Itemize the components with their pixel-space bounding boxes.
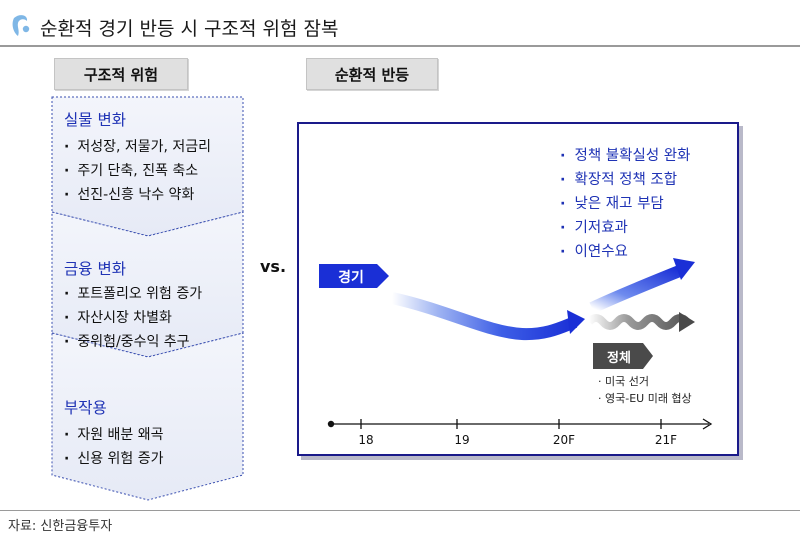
list-item: 신용 위험 증가	[64, 448, 163, 468]
note-us-election: · 미국 선거	[598, 375, 649, 388]
source-note: 자료: 신한금융투자	[8, 519, 113, 534]
list-item: 주기 단축, 진폭 축소	[64, 160, 198, 180]
economy-cycle-diagram	[319, 258, 713, 430]
timeline-tick-label: 20F	[552, 433, 576, 447]
timeline-tick-label: 18	[358, 433, 374, 447]
versus-label: vs.	[260, 257, 287, 276]
timeline-arrowhead	[702, 418, 713, 430]
stagnation-arrowhead	[679, 312, 695, 332]
list-item: 저성장, 저물가, 저금리	[64, 136, 211, 156]
section-title-real-economy: 실물 변화	[64, 111, 126, 129]
economy-dip-curve	[390, 292, 578, 341]
economy-label: 경기	[338, 270, 364, 286]
timeline-tick-label: 21F	[654, 433, 678, 447]
dip-arrowhead	[567, 310, 585, 334]
stagnation-wave	[585, 314, 691, 330]
stagnation-label: 정체	[607, 351, 631, 366]
timeline-start-dot	[327, 420, 335, 428]
droplet-logo-icon	[12, 15, 30, 36]
list-item: 낮은 재고 부담	[560, 192, 664, 213]
list-item: 이연수요	[560, 240, 628, 261]
footer-divider	[0, 510, 800, 511]
section-title-side-effects: 부작용	[64, 399, 107, 417]
page-title: 순환적 경기 반등 시 구조적 위험 잠복	[40, 18, 339, 40]
note-uk-eu: · 영국-EU 미래 협상	[598, 392, 692, 405]
economy-label-arrow	[319, 264, 389, 288]
list-item: 중위험/중수익 추구	[64, 331, 189, 351]
list-item: 자산시장 차별화	[64, 307, 172, 327]
list-item: 자원 배분 왜곡	[64, 424, 163, 444]
rebound-arrow-shaft	[589, 264, 685, 314]
list-item: 정책 불확실성 완화	[560, 144, 691, 165]
tab-structural-risk: 구조적 위험	[54, 58, 188, 90]
list-item: 선진-신흥 낙수 약화	[64, 184, 194, 204]
timeline-tick-label: 19	[454, 433, 470, 447]
list-item: 포트폴리오 위험 증가	[64, 283, 202, 303]
list-item: 확장적 정책 조합	[560, 168, 678, 189]
title-divider	[0, 45, 800, 47]
section-title-financial: 금융 변화	[64, 260, 126, 278]
rebound-arrowhead	[673, 258, 695, 280]
list-item: 기저효과	[560, 216, 628, 237]
tab-cyclical-rebound: 순환적 반등	[306, 58, 438, 90]
stagnation-label-arrow	[593, 343, 653, 369]
